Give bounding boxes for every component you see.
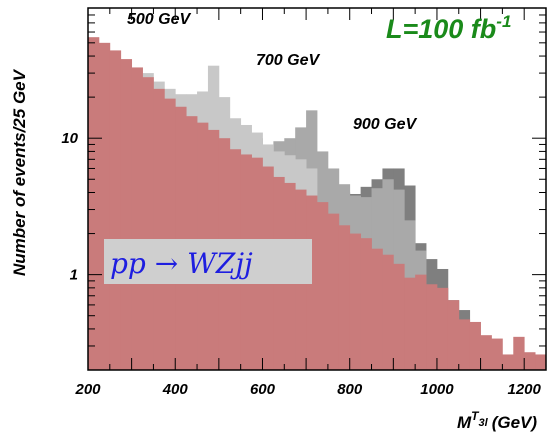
bar-background: [480, 335, 492, 370]
x-axis-title: MT3l (GeV): [457, 409, 537, 432]
plot-frame: [87, 7, 547, 371]
bar-background: [98, 42, 111, 370]
peak-label-700: 700 GeV: [256, 52, 320, 69]
bar-background: [469, 321, 481, 370]
x-tick-label: 800: [337, 381, 363, 398]
bar-background: [382, 254, 394, 370]
bar-background: [447, 300, 460, 370]
x-tick-label: 400: [162, 381, 189, 398]
x-ticks: 200 400 600 800 1000 1200: [74, 8, 547, 398]
x-axis-title-unit: (GeV): [492, 413, 538, 432]
luminosity-exponent: -1: [496, 12, 511, 31]
bar-background: [513, 336, 525, 370]
bar-background: [458, 319, 471, 370]
bar-background: [164, 98, 176, 370]
y-ticks: 1 10: [61, 7, 546, 371]
y-axis-title: Number of events/25 GeV: [10, 68, 29, 276]
bar-background: [88, 37, 100, 370]
x-tick-label: 200: [74, 381, 101, 398]
bar-background: [349, 233, 362, 370]
y-tick-label: 10: [61, 130, 78, 147]
x-axis-title-sup: T: [471, 409, 480, 423]
luminosity-label: L=100 fb-1: [386, 12, 511, 44]
bar-background: [524, 352, 536, 370]
bar-background: [317, 202, 329, 370]
bar-background: [109, 50, 122, 371]
bar-background: [327, 213, 340, 370]
bar-background: [502, 354, 514, 370]
peak-label-900: 900 GeV: [353, 116, 417, 133]
bar-background: [371, 248, 383, 370]
bar-background: [153, 88, 165, 370]
x-tick-label: 1000: [420, 381, 454, 398]
process-label: pp → WZjj: [110, 247, 253, 280]
peak-label-500: 500 GeV: [127, 11, 191, 28]
x-axis-title-main: M: [457, 413, 472, 432]
bar-background: [491, 338, 503, 370]
bar-background: [426, 284, 438, 370]
x-tick-label: 1200: [508, 381, 542, 398]
bar-background: [393, 263, 405, 370]
y-tick-label: 1: [70, 267, 78, 284]
x-axis-title-sub: 3l: [479, 417, 489, 429]
bar-background: [360, 238, 372, 370]
bar-background: [436, 287, 449, 370]
bar-background: [120, 59, 133, 370]
bar-background: [415, 274, 427, 370]
bar-background: [131, 67, 143, 370]
histogram-bars: [88, 37, 547, 371]
bar-background: [535, 354, 547, 370]
x-tick-label: 600: [250, 381, 276, 398]
luminosity-value: L=100 fb: [386, 14, 496, 44]
bar-background: [338, 225, 351, 370]
process-box: [104, 239, 312, 284]
bar-background: [175, 106, 187, 370]
bar-background: [142, 77, 154, 370]
bar-background: [404, 277, 416, 370]
